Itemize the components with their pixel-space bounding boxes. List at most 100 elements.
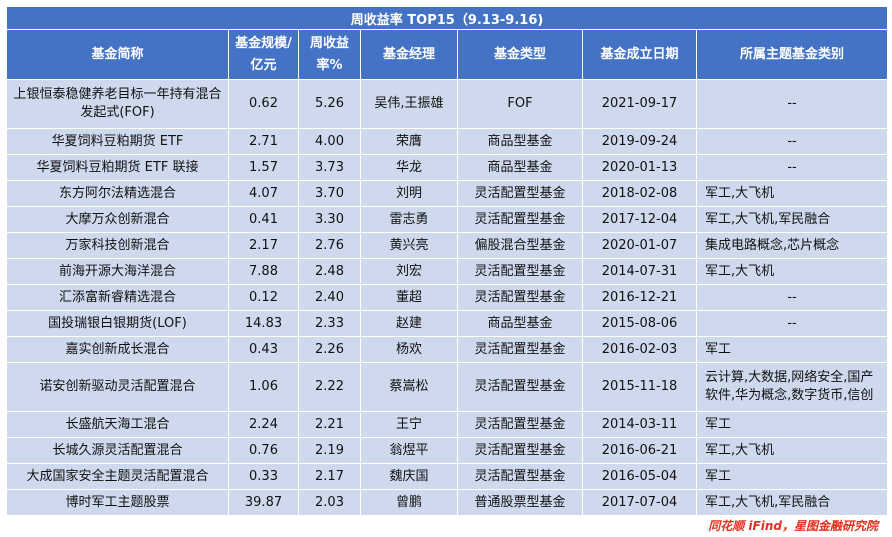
fund-name-cell: 上银恒泰稳健养老目标一年持有混合发起式(FOF) [6,79,229,129]
manager-cell: 雷志勇 [360,206,458,233]
table-row: 嘉实创新成长混合 0.43 2.26 杨欢 灵活配置型基金 2016-02-03 军工 [6,336,889,363]
header-weekly-return: 周收益率% [298,29,361,80]
theme-category-cell: -- [695,128,889,155]
fund-type-cell: 灵活配置型基金 [457,362,583,412]
theme-category-cell: 军工 [695,336,889,363]
fund-name-cell: 万家科技创新混合 [6,232,229,259]
fund-type-cell: 偏股混合型基金 [457,232,583,259]
inception-date-cell: 2015-08-06 [582,310,697,337]
manager-cell: 董超 [360,284,458,311]
manager-cell: 蔡嵩松 [360,362,458,412]
manager-cell: 翁煜平 [360,437,458,464]
manager-cell: 华龙 [360,154,458,181]
fund-name-cell: 长盛航天海工混合 [6,411,229,438]
fund-name-cell: 汇添富新睿精选混合 [6,284,229,311]
fund-type-cell: 灵活配置型基金 [457,463,583,490]
inception-date-cell: 2016-02-03 [582,336,697,363]
inception-date-cell: 2020-01-13 [582,154,697,181]
manager-cell: 刘宏 [360,258,458,285]
inception-date-cell: 2015-11-18 [582,362,697,412]
table-row: 华夏饲料豆粕期货 ETF 联接 1.57 3.73 华龙 商品型基金 2020-01-13… [6,154,889,181]
weekly-return-cell: 2.21 [298,411,361,438]
theme-category-cell: 军工,大飞机 [695,258,889,285]
theme-category-cell: 集成电路概念,芯片概念 [695,232,889,259]
fund-scale-cell: 2.17 [228,232,299,259]
fund-type-cell: 商品型基金 [457,128,583,155]
fund-type-cell: 灵活配置型基金 [457,437,583,464]
fund-scale-cell: 39.87 [228,489,299,516]
fund-scale-cell: 7.88 [228,258,299,285]
theme-category-cell: -- [695,284,889,311]
inception-date-cell: 2014-07-31 [582,258,697,285]
fund-scale-cell: 0.41 [228,206,299,233]
fund-type-cell: 普通股票型基金 [457,489,583,516]
table-row: 长盛航天海工混合 2.24 2.21 王宁 灵活配置型基金 2014-03-11 军工 [6,411,889,438]
weekly-return-cell: 4.00 [298,128,361,155]
fund-type-cell: 灵活配置型基金 [457,284,583,311]
fund-table-container: 周收益率 TOP15（9.13-9.16) 基金简称 基金规模/亿元 周收益率%… [5,6,889,516]
weekly-return-cell: 5.26 [298,79,361,129]
fund-type-cell: 灵活配置型基金 [457,180,583,207]
table-header-row: 基金简称 基金规模/亿元 周收益率% 基金经理 基金类型 基金成立日期 所属主题… [6,29,889,80]
table-title-row: 周收益率 TOP15（9.13-9.16) [5,6,889,30]
inception-date-cell: 2018-02-08 [582,180,697,207]
inception-date-cell: 2016-05-04 [582,463,697,490]
table-row: 前海开源大海洋混合 7.88 2.48 刘宏 灵活配置型基金 2014-07-31 军工,大… [6,258,889,285]
fund-name-cell: 华夏饲料豆粕期货 ETF 联接 [6,154,229,181]
table-row: 国投瑞银白银期货(LOF) 14.83 2.33 赵建 商品型基金 2015-08-06-… [6,310,889,337]
fund-type-cell: 灵活配置型基金 [457,206,583,233]
header-theme-category: 所属主题基金类别 [695,29,889,80]
fund-scale-cell: 0.12 [228,284,299,311]
theme-category-cell: -- [695,154,889,181]
weekly-return-cell: 3.30 [298,206,361,233]
weekly-return-cell: 2.48 [298,258,361,285]
fund-scale-cell: 1.57 [228,154,299,181]
inception-date-cell: 2014-03-11 [582,411,697,438]
weekly-return-cell: 2.17 [298,463,361,490]
manager-cell: 黄兴亮 [360,232,458,259]
fund-name-cell: 国投瑞银白银期货(LOF) [6,310,229,337]
weekly-return-cell: 2.19 [298,437,361,464]
fund-scale-cell: 0.76 [228,437,299,464]
fund-scale-cell: 2.71 [228,128,299,155]
theme-category-cell: 军工 [695,411,889,438]
table-title: 周收益率 TOP15（9.13-9.16) [5,6,889,30]
inception-date-cell: 2019-09-24 [582,128,697,155]
fund-scale-cell: 1.06 [228,362,299,412]
fund-name-cell: 大摩万众创新混合 [6,206,229,233]
theme-category-cell: 云计算,大数据,网络安全,国产软件,华为概念,数字货币,信创 [695,362,889,412]
table-row: 上银恒泰稳健养老目标一年持有混合发起式(FOF) 0.62 5.26 吴伟,王振雄 FO… [6,79,889,129]
fund-type-cell: FOF [457,79,583,129]
inception-date-cell: 2016-12-21 [582,284,697,311]
fund-type-cell: 灵活配置型基金 [457,258,583,285]
fund-name-cell: 博时军工主题股票 [6,489,229,516]
theme-category-cell: -- [695,310,889,337]
fund-scale-cell: 2.24 [228,411,299,438]
theme-category-cell: 军工,大飞机 [695,180,889,207]
table-row: 汇添富新睿精选混合 0.12 2.40 董超 灵活配置型基金 2016-12-21 -- [6,284,889,311]
weekly-return-cell: 2.76 [298,232,361,259]
fund-scale-cell: 0.43 [228,336,299,363]
header-inception-date: 基金成立日期 [582,29,697,80]
header-fund-type: 基金类型 [457,29,583,80]
manager-cell: 吴伟,王振雄 [360,79,458,129]
manager-cell: 赵建 [360,310,458,337]
fund-scale-cell: 14.83 [228,310,299,337]
theme-category-cell: 军工 [695,463,889,490]
manager-cell: 魏庆国 [360,463,458,490]
weekly-return-cell: 2.26 [298,336,361,363]
manager-cell: 杨欢 [360,336,458,363]
fund-type-cell: 灵活配置型基金 [457,336,583,363]
table-body: 上银恒泰稳健养老目标一年持有混合发起式(FOF) 0.62 5.26 吴伟,王振雄 FO… [6,79,889,516]
manager-cell: 荣膺 [360,128,458,155]
fund-name-cell: 前海开源大海洋混合 [6,258,229,285]
fund-type-cell: 商品型基金 [457,310,583,337]
weekly-return-cell: 2.33 [298,310,361,337]
header-fund-name: 基金简称 [6,29,229,80]
fund-ranking-table: 周收益率 TOP15（9.13-9.16) 基金简称 基金规模/亿元 周收益率%… [5,6,889,516]
table-row: 大摩万众创新混合 0.41 3.30 雷志勇 灵活配置型基金 2017-12-04 军工,大… [6,206,889,233]
fund-scale-cell: 4.07 [228,180,299,207]
table-row: 长城久源灵活配置混合 0.76 2.19 翁煜平 灵活配置型基金 2016-06-21 军工… [6,437,889,464]
fund-name-cell: 华夏饲料豆粕期货 ETF [6,128,229,155]
fund-name-cell: 长城久源灵活配置混合 [6,437,229,464]
